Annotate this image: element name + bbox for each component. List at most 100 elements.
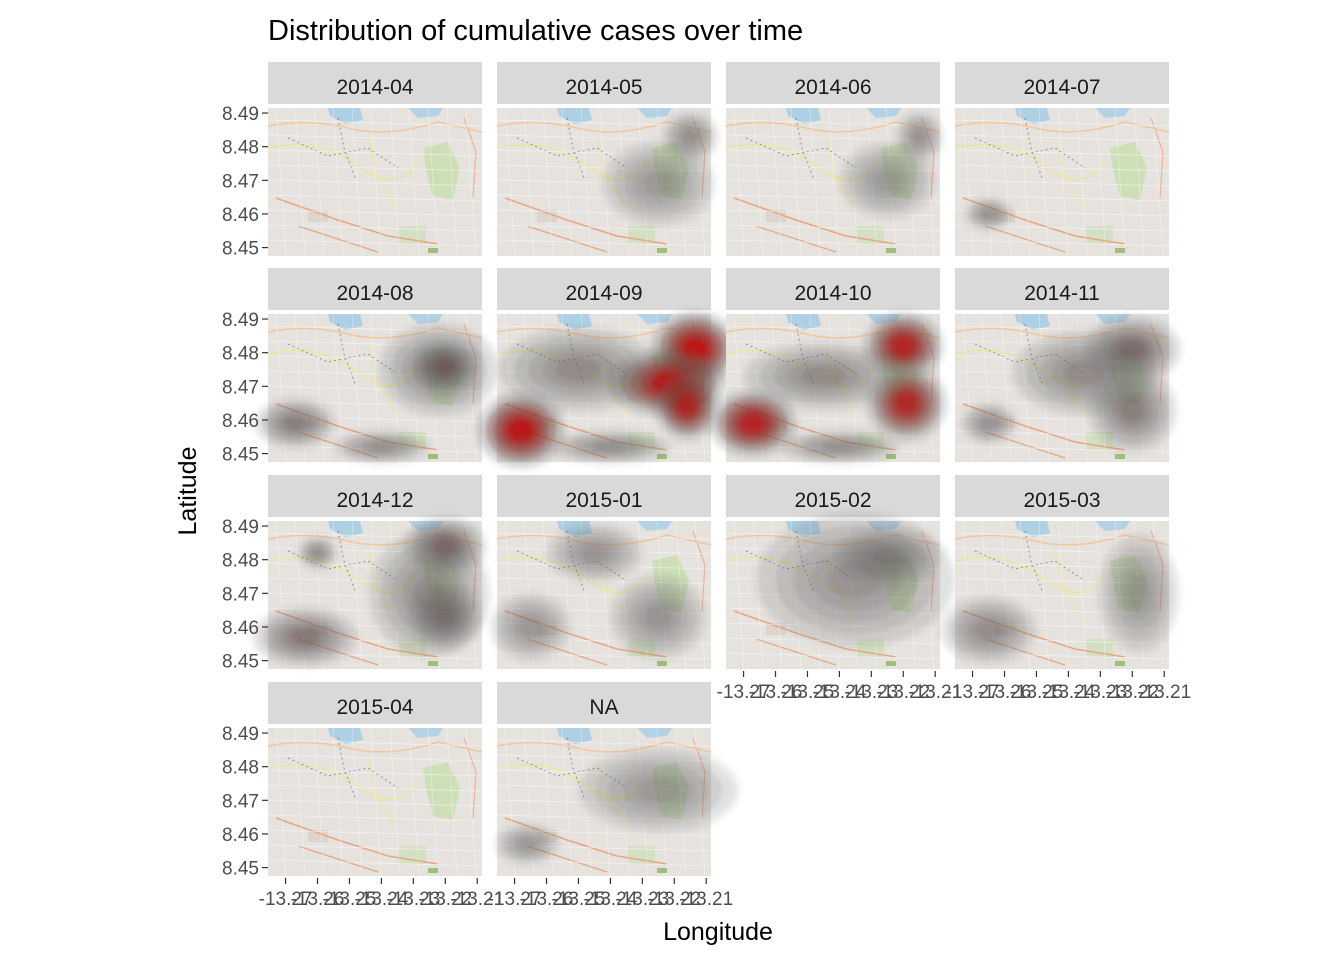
x-tick-label: -13.26	[749, 682, 803, 703]
density-contour	[642, 171, 674, 196]
x-axis: -13.27-13.26-13.25-13.24-13.23-13.22-13.…	[946, 671, 1191, 703]
density-contour	[593, 442, 628, 452]
x-tick-label: -13.22	[876, 682, 930, 703]
density-contour	[518, 838, 537, 850]
y-tick-label: 8.48	[222, 344, 259, 365]
facet-strip-label: 2015-01	[565, 489, 642, 512]
density-contour	[682, 129, 699, 144]
density-contour	[508, 419, 534, 441]
facet-panel-2014-07: 2014-07	[954, 62, 1170, 257]
x-tick-label: -13.21	[679, 889, 733, 910]
density-layer	[964, 197, 1013, 231]
base-map	[267, 107, 483, 257]
y-tick-label: 8.47	[222, 377, 259, 398]
x-axis: -13.27-13.26-13.25-13.24-13.23-13.22-13.…	[488, 878, 733, 910]
density-contour	[519, 617, 542, 637]
density-contour	[644, 605, 672, 629]
y-axis-title: Latitude	[174, 447, 202, 536]
facet-strip-label: 2014-08	[336, 282, 413, 305]
facet-strip	[726, 62, 940, 104]
x-tick-label: -13.21	[908, 682, 962, 703]
facet-strip	[497, 62, 711, 104]
density-contour	[873, 169, 901, 191]
x-tick-label: -13.25	[552, 889, 606, 910]
facet-strip-label: 2015-02	[794, 489, 871, 512]
density-contour	[556, 357, 601, 382]
density-contour	[980, 417, 997, 430]
base-map	[954, 107, 1170, 257]
facet-strip	[726, 268, 940, 310]
facet-panel-2014-08: 2014-08 8.49 8.48 8.47 8.46 8.45	[222, 268, 499, 466]
x-tick-label: -13.24	[812, 682, 866, 703]
x-tick-label: -13.23	[844, 682, 898, 703]
y-axis: 8.49 8.48 8.47 8.46 8.45	[222, 104, 268, 260]
y-axis: 8.49 8.48 8.47 8.46 8.45	[222, 517, 268, 673]
density-contour	[801, 366, 846, 386]
y-tick-label: 8.49	[222, 104, 259, 125]
y-tick-label: 8.47	[222, 584, 259, 605]
y-tick-label: 8.47	[222, 171, 259, 192]
density-layer	[755, 512, 956, 648]
x-tick-label: -13.27	[259, 889, 313, 910]
x-tick-label: -13.22	[647, 889, 701, 910]
x-tick-label: -13.26	[291, 889, 345, 910]
facet-panel-2014-04: 2014-04 8.49 8.48 8.47 8.46 8.45	[222, 62, 483, 260]
density-contour	[895, 392, 918, 414]
x-tick-label: -13.26	[520, 889, 574, 910]
facet-panel-2014-09: 2014-09	[477, 268, 739, 468]
x-tick-label: -13.25	[781, 682, 835, 703]
density-contour	[1127, 576, 1150, 610]
facet-strip-label: 2014-10	[794, 282, 871, 305]
density-contour	[635, 778, 681, 803]
density-contour	[412, 575, 447, 611]
facet-grid: 2014-04 8.49 8.48 8.47 8.46 8.45 2014-05 2014-0…	[222, 62, 1191, 910]
facet-strip	[268, 268, 482, 310]
x-tick-label: -13.23	[1073, 682, 1127, 703]
density-layer	[839, 111, 944, 219]
density-contour	[1064, 361, 1105, 385]
facet-panel-2015-04: 2015-048.498.488.478.468.45-13.27-13.26-…	[222, 682, 504, 910]
facet-strip	[268, 475, 482, 517]
x-tick-label: -13.21	[450, 889, 504, 910]
density-contour	[367, 442, 395, 452]
facet-panel-2015-01: 2015-01	[490, 475, 712, 670]
facet-strip-label: 2014-06	[794, 76, 871, 99]
x-axis: -13.27-13.26-13.25-13.24-13.23-13.22-13.…	[717, 671, 962, 703]
x-tick-label: -13.24	[354, 889, 408, 910]
y-tick-label: 8.46	[222, 205, 259, 226]
density-layer	[940, 534, 1179, 664]
facet-strip-label: NA	[589, 696, 618, 719]
facet-panel-2014-10: 2014-10	[709, 268, 947, 464]
density-layer	[490, 523, 707, 661]
density-contour	[740, 413, 766, 433]
y-axis: 8.49 8.48 8.47 8.46 8.45	[222, 724, 268, 880]
y-tick-label: 8.47	[222, 791, 259, 812]
facet-strip-label: 2014-12	[336, 489, 413, 512]
density-contour	[822, 442, 857, 452]
density-contour	[892, 336, 915, 356]
density-contour	[581, 544, 608, 562]
x-tick-label: -13.24	[583, 889, 637, 910]
facet-strip	[268, 62, 482, 104]
y-tick-label: 8.49	[222, 310, 259, 331]
facet-strip-label: 2014-04	[336, 76, 413, 99]
facet-strip-label: 2015-03	[1023, 489, 1100, 512]
density-contour	[912, 129, 926, 144]
x-tick-label: -13.25	[1010, 682, 1064, 703]
facet-panel-2014-05: 2014-05	[496, 62, 719, 257]
y-tick-label: 8.45	[222, 652, 259, 673]
facet-panel-2015-02: 2015-02 -13.27-13.26-13.25-13.24-13.23-13…	[717, 475, 962, 703]
y-tick-label: 8.48	[222, 758, 259, 779]
y-tick-label: 8.46	[222, 411, 259, 432]
density-contour	[975, 620, 1002, 640]
y-tick-label: 8.45	[222, 859, 259, 880]
y-tick-label: 8.46	[222, 825, 259, 846]
x-tick-label: -13.22	[418, 889, 472, 910]
x-tick-label: -13.27	[488, 889, 542, 910]
x-tick-label: -13.27	[946, 682, 1000, 703]
facet-strip	[955, 268, 1169, 310]
facet-strip	[268, 682, 482, 724]
facet-panel-2015-03: 2015-03 -13.27-13.26-13.25-13.24-13.23-13…	[940, 475, 1191, 703]
x-tick-label: -13.23	[386, 889, 440, 910]
facet-panel-2014-06: 2014-06	[725, 62, 944, 257]
